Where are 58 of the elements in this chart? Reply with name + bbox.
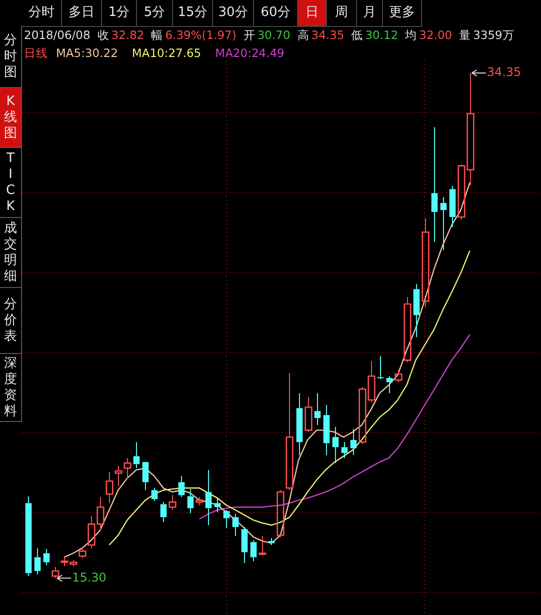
candlestick (160, 502, 167, 523)
candlestick (286, 372, 294, 491)
text: 分价表 (4, 296, 17, 344)
candlestick (241, 526, 248, 564)
candlestick (341, 442, 348, 459)
candlestick (232, 513, 239, 537)
legend-title: 日线 (24, 46, 48, 60)
text: K线图 (4, 94, 17, 142)
text: MA10:27.65 (132, 46, 202, 60)
text: 30分 (213, 0, 254, 26)
candlestick (258, 536, 266, 555)
candlestick (386, 376, 393, 394)
candlestick (250, 540, 257, 562)
candlestick (223, 510, 230, 529)
candlestick (422, 218, 430, 308)
text: 15分 (173, 0, 213, 26)
candlestick (178, 476, 185, 498)
text: 2018/06/08 收 32.82 幅 6.39%(1.97) 开 30.70 高 34.35 低 30.12 均 32.00 量 3359万 (24, 28, 514, 42)
candlestick (314, 392, 321, 426)
text: 更多 (383, 0, 422, 26)
candlestick (151, 488, 158, 502)
candlestick (114, 465, 122, 487)
candlestick (43, 548, 50, 566)
text: TICK (6, 150, 16, 214)
text: 日 (298, 0, 327, 26)
candlestick (440, 196, 447, 251)
text: 成交明细 (4, 220, 17, 284)
candlestick (332, 426, 339, 464)
candlestick (323, 404, 330, 456)
text: 深度资料 (4, 356, 17, 420)
text: 周 (327, 0, 357, 26)
candlestick (214, 496, 221, 513)
candlestick (133, 442, 140, 469)
text: 34.35 (486, 65, 522, 80)
text: 1分 (102, 0, 137, 26)
text: 多日 (62, 0, 102, 26)
candlestick (350, 428, 357, 456)
candlestick (304, 396, 312, 433)
candlestick (168, 494, 176, 511)
candlestick (205, 469, 212, 526)
candlestick (25, 496, 32, 577)
candlestick (431, 126, 438, 242)
candlestick (296, 392, 303, 456)
candlestick (124, 458, 132, 480)
text: MA20:24.49 (215, 46, 284, 60)
candlestick (187, 488, 194, 514)
annotation: 15.30 (72, 570, 106, 584)
text: 分时图 (4, 32, 17, 80)
text: 分时 (22, 0, 62, 26)
text: 月 (357, 0, 383, 26)
candlestick (142, 462, 149, 491)
candlestick (413, 284, 420, 338)
text: MA5:30.22 (56, 46, 118, 60)
candlestick (34, 548, 41, 575)
text: 5分 (137, 0, 173, 26)
candlestick (106, 472, 114, 504)
candlestick (449, 185, 456, 228)
text: 60分 (254, 0, 298, 26)
